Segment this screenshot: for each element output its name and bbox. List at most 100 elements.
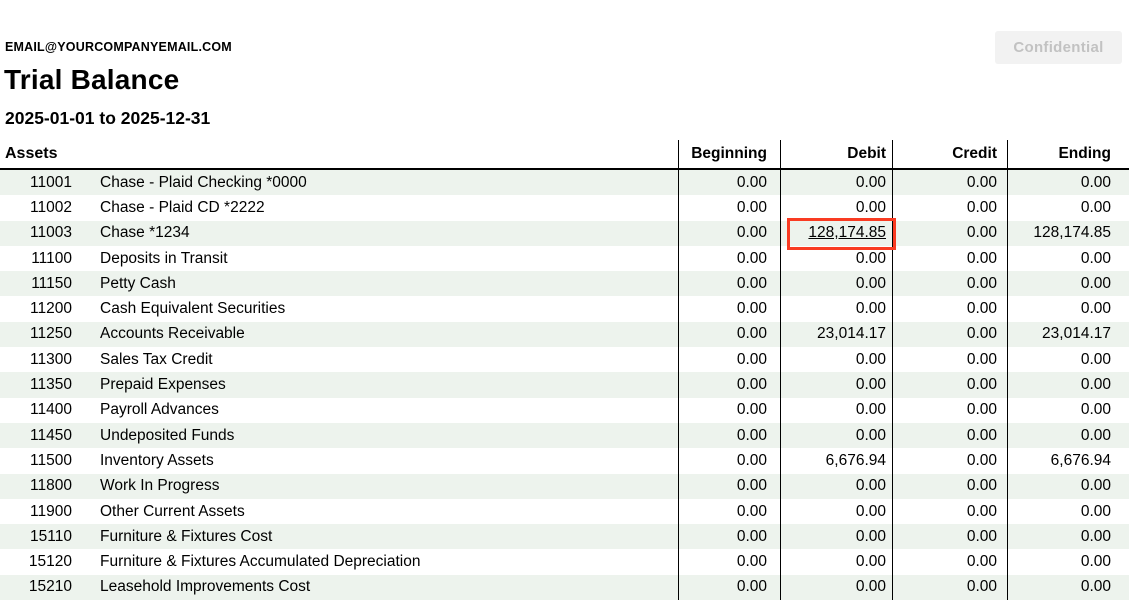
table-body: 11001 Chase - Plaid Checking *0000 0.00 …: [0, 170, 1129, 600]
beginning-value: 0.00: [678, 170, 780, 196]
debit-value: 0.00: [855, 578, 886, 596]
debit-value: 0.00: [855, 426, 886, 444]
account-name: Other Current Assets: [100, 502, 245, 520]
debit-drilldown-link[interactable]: 128,174.85: [808, 224, 886, 242]
table-row: 15110 Furniture & Fixtures Cost 0.00 0.0…: [0, 524, 1129, 550]
table-header-row: Assets Beginning Debit Credit Ending: [0, 140, 1129, 170]
account-name: Prepaid Expenses: [100, 376, 226, 394]
beginning-value: 0.00: [678, 498, 780, 525]
credit-value: 0.00: [892, 296, 1007, 322]
debit-cell: 23,014.17: [780, 321, 892, 348]
confidential-badge-label: Confidential: [1013, 39, 1104, 56]
account-name: Deposits in Transit: [100, 249, 228, 267]
account-number: 11450: [30, 426, 72, 444]
debit-cell: 0.00: [780, 195, 892, 221]
beginning-value: 0.00: [678, 549, 780, 575]
ending-value: 0.00: [1007, 372, 1129, 398]
table-row: 11250 Accounts Receivable 0.00 23,014.17…: [0, 321, 1129, 348]
credit-value: 0.00: [892, 321, 1007, 348]
table-row: 11500 Inventory Assets 0.00 6,676.94 0.0…: [0, 448, 1129, 474]
date-range: 2025-01-01 to 2025-12-31: [5, 108, 211, 128]
debit-value: 23,014.17: [817, 325, 886, 343]
credit-value: 0.00: [892, 245, 1007, 272]
account-number: 11200: [30, 300, 72, 318]
debit-cell: 0.00: [780, 498, 892, 525]
ending-value: 0.00: [1007, 170, 1129, 196]
debit-value: 6,676.94: [825, 451, 886, 469]
debit-value: 0.00: [855, 249, 886, 267]
account-number: 11350: [30, 376, 72, 394]
account-number: 11003: [30, 224, 72, 242]
account-number: 11900: [30, 502, 72, 520]
debit-cell: 0.00: [780, 397, 892, 423]
ending-value: 0.00: [1007, 574, 1129, 600]
debit-cell: 0.00: [780, 574, 892, 600]
account-name: Cash Equivalent Securities: [100, 300, 286, 318]
ending-value: 0.00: [1007, 245, 1129, 272]
debit-value: 0.00: [855, 173, 886, 191]
beginning-value: 0.00: [678, 321, 780, 348]
ending-value: 0.00: [1007, 473, 1129, 499]
debit-cell: 0.00: [780, 271, 892, 297]
account-number: 11800: [30, 477, 72, 495]
column-header-ending: Ending: [1007, 140, 1129, 168]
beginning-value: 0.00: [678, 245, 780, 272]
beginning-value: 0.00: [678, 195, 780, 221]
beginning-value: 0.00: [678, 422, 780, 449]
table-row: 11800 Work In Progress 0.00 0.00 0.00 0.…: [0, 473, 1129, 499]
table-row: 11450 Undeposited Funds 0.00 0.00 0.00 0…: [0, 422, 1129, 449]
credit-value: 0.00: [892, 549, 1007, 575]
table-row: 11900 Other Current Assets 0.00 0.00 0.0…: [0, 498, 1129, 525]
ending-value: 0.00: [1007, 347, 1129, 373]
debit-cell: 0.00: [780, 473, 892, 499]
beginning-value: 0.00: [678, 524, 780, 550]
table-row: 11003 Chase *1234 0.00 128,174.85 0.00 1…: [0, 217, 1129, 250]
credit-value: 0.00: [892, 195, 1007, 221]
debit-value: 0.00: [855, 527, 886, 545]
table-row: 15120 Furniture & Fixtures Accumulated D…: [0, 549, 1129, 575]
beginning-value: 0.00: [678, 271, 780, 297]
credit-value: 0.00: [892, 372, 1007, 398]
company-email: EMAIL@YOURCOMPANYEMAIL.COM: [5, 40, 232, 54]
ending-value: 23,014.17: [1007, 321, 1129, 348]
credit-value: 0.00: [892, 220, 1007, 246]
credit-value: 0.00: [892, 271, 1007, 297]
account-name: Petty Cash: [100, 274, 176, 292]
column-header-debit: Debit: [780, 140, 892, 168]
debit-cell: 0.00: [780, 422, 892, 449]
debit-value: 0.00: [855, 350, 886, 368]
ending-value: 128,174.85: [1007, 220, 1129, 246]
beginning-value: 0.00: [678, 296, 780, 322]
table-row: 11001 Chase - Plaid Checking *0000 0.00 …: [0, 170, 1129, 196]
debit-cell: 0.00: [780, 347, 892, 373]
credit-value: 0.00: [892, 498, 1007, 525]
account-name: Chase - Plaid Checking *0000: [100, 173, 307, 191]
account-name: Chase - Plaid CD *2222: [100, 198, 265, 216]
account-name: Sales Tax Credit: [100, 350, 213, 368]
ending-value: 0.00: [1007, 524, 1129, 550]
debit-cell: 0.00: [780, 245, 892, 272]
table-row: 11400 Payroll Advances 0.00 0.00 0.00 0.…: [0, 397, 1129, 423]
account-name: Accounts Receivable: [100, 325, 245, 343]
debit-value: 0.00: [855, 274, 886, 292]
account-name: Payroll Advances: [100, 401, 219, 419]
table-row: 11100 Deposits in Transit 0.00 0.00 0.00…: [0, 245, 1129, 272]
debit-cell: 6,676.94: [780, 448, 892, 474]
credit-value: 0.00: [892, 170, 1007, 196]
beginning-value: 0.00: [678, 372, 780, 398]
table-row: 15210 Leasehold Improvements Cost 0.00 0…: [0, 574, 1129, 600]
beginning-value: 0.00: [678, 347, 780, 373]
table-row: 11200 Cash Equivalent Securities 0.00 0.…: [0, 296, 1129, 322]
credit-value: 0.00: [892, 473, 1007, 499]
ending-value: 0.00: [1007, 397, 1129, 423]
account-name: Furniture & Fixtures Accumulated Depreci…: [100, 553, 421, 571]
account-name: Inventory Assets: [100, 451, 214, 469]
debit-cell: 0.00: [780, 549, 892, 575]
credit-value: 0.00: [892, 448, 1007, 474]
account-name: Undeposited Funds: [100, 426, 235, 444]
ending-value: 0.00: [1007, 498, 1129, 525]
debit-value: 0.00: [855, 198, 886, 216]
credit-value: 0.00: [892, 397, 1007, 423]
debit-cell: 0.00: [780, 524, 892, 550]
page-title: Trial Balance: [4, 64, 180, 95]
